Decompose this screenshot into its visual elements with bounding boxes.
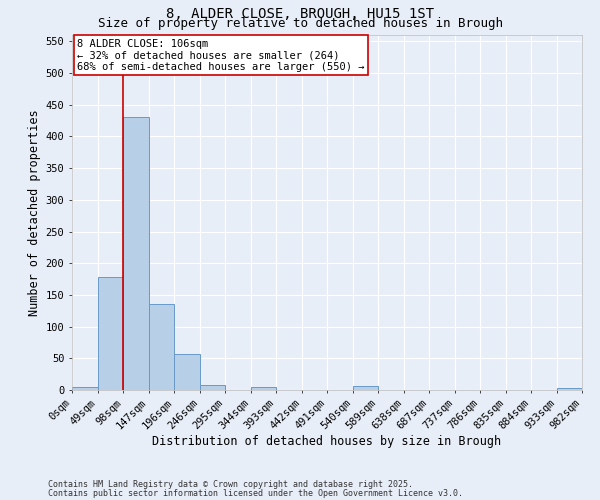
Bar — [199, 385, 225, 390]
Bar — [97, 277, 123, 390]
X-axis label: Distribution of detached houses by size in Brough: Distribution of detached houses by size … — [152, 436, 502, 448]
Bar — [72, 387, 97, 390]
Text: Contains public sector information licensed under the Open Government Licence v3: Contains public sector information licen… — [48, 488, 463, 498]
Bar — [557, 388, 582, 390]
Text: Size of property relative to detached houses in Brough: Size of property relative to detached ho… — [97, 18, 503, 30]
Bar — [251, 387, 276, 390]
Bar — [353, 386, 378, 390]
Y-axis label: Number of detached properties: Number of detached properties — [28, 109, 41, 316]
Bar — [149, 304, 174, 390]
Bar — [174, 354, 199, 390]
Text: 8, ALDER CLOSE, BROUGH, HU15 1ST: 8, ALDER CLOSE, BROUGH, HU15 1ST — [166, 8, 434, 22]
Text: 8 ALDER CLOSE: 106sqm
← 32% of detached houses are smaller (264)
68% of semi-det: 8 ALDER CLOSE: 106sqm ← 32% of detached … — [77, 38, 365, 72]
Text: Contains HM Land Registry data © Crown copyright and database right 2025.: Contains HM Land Registry data © Crown c… — [48, 480, 413, 489]
Bar — [123, 118, 149, 390]
